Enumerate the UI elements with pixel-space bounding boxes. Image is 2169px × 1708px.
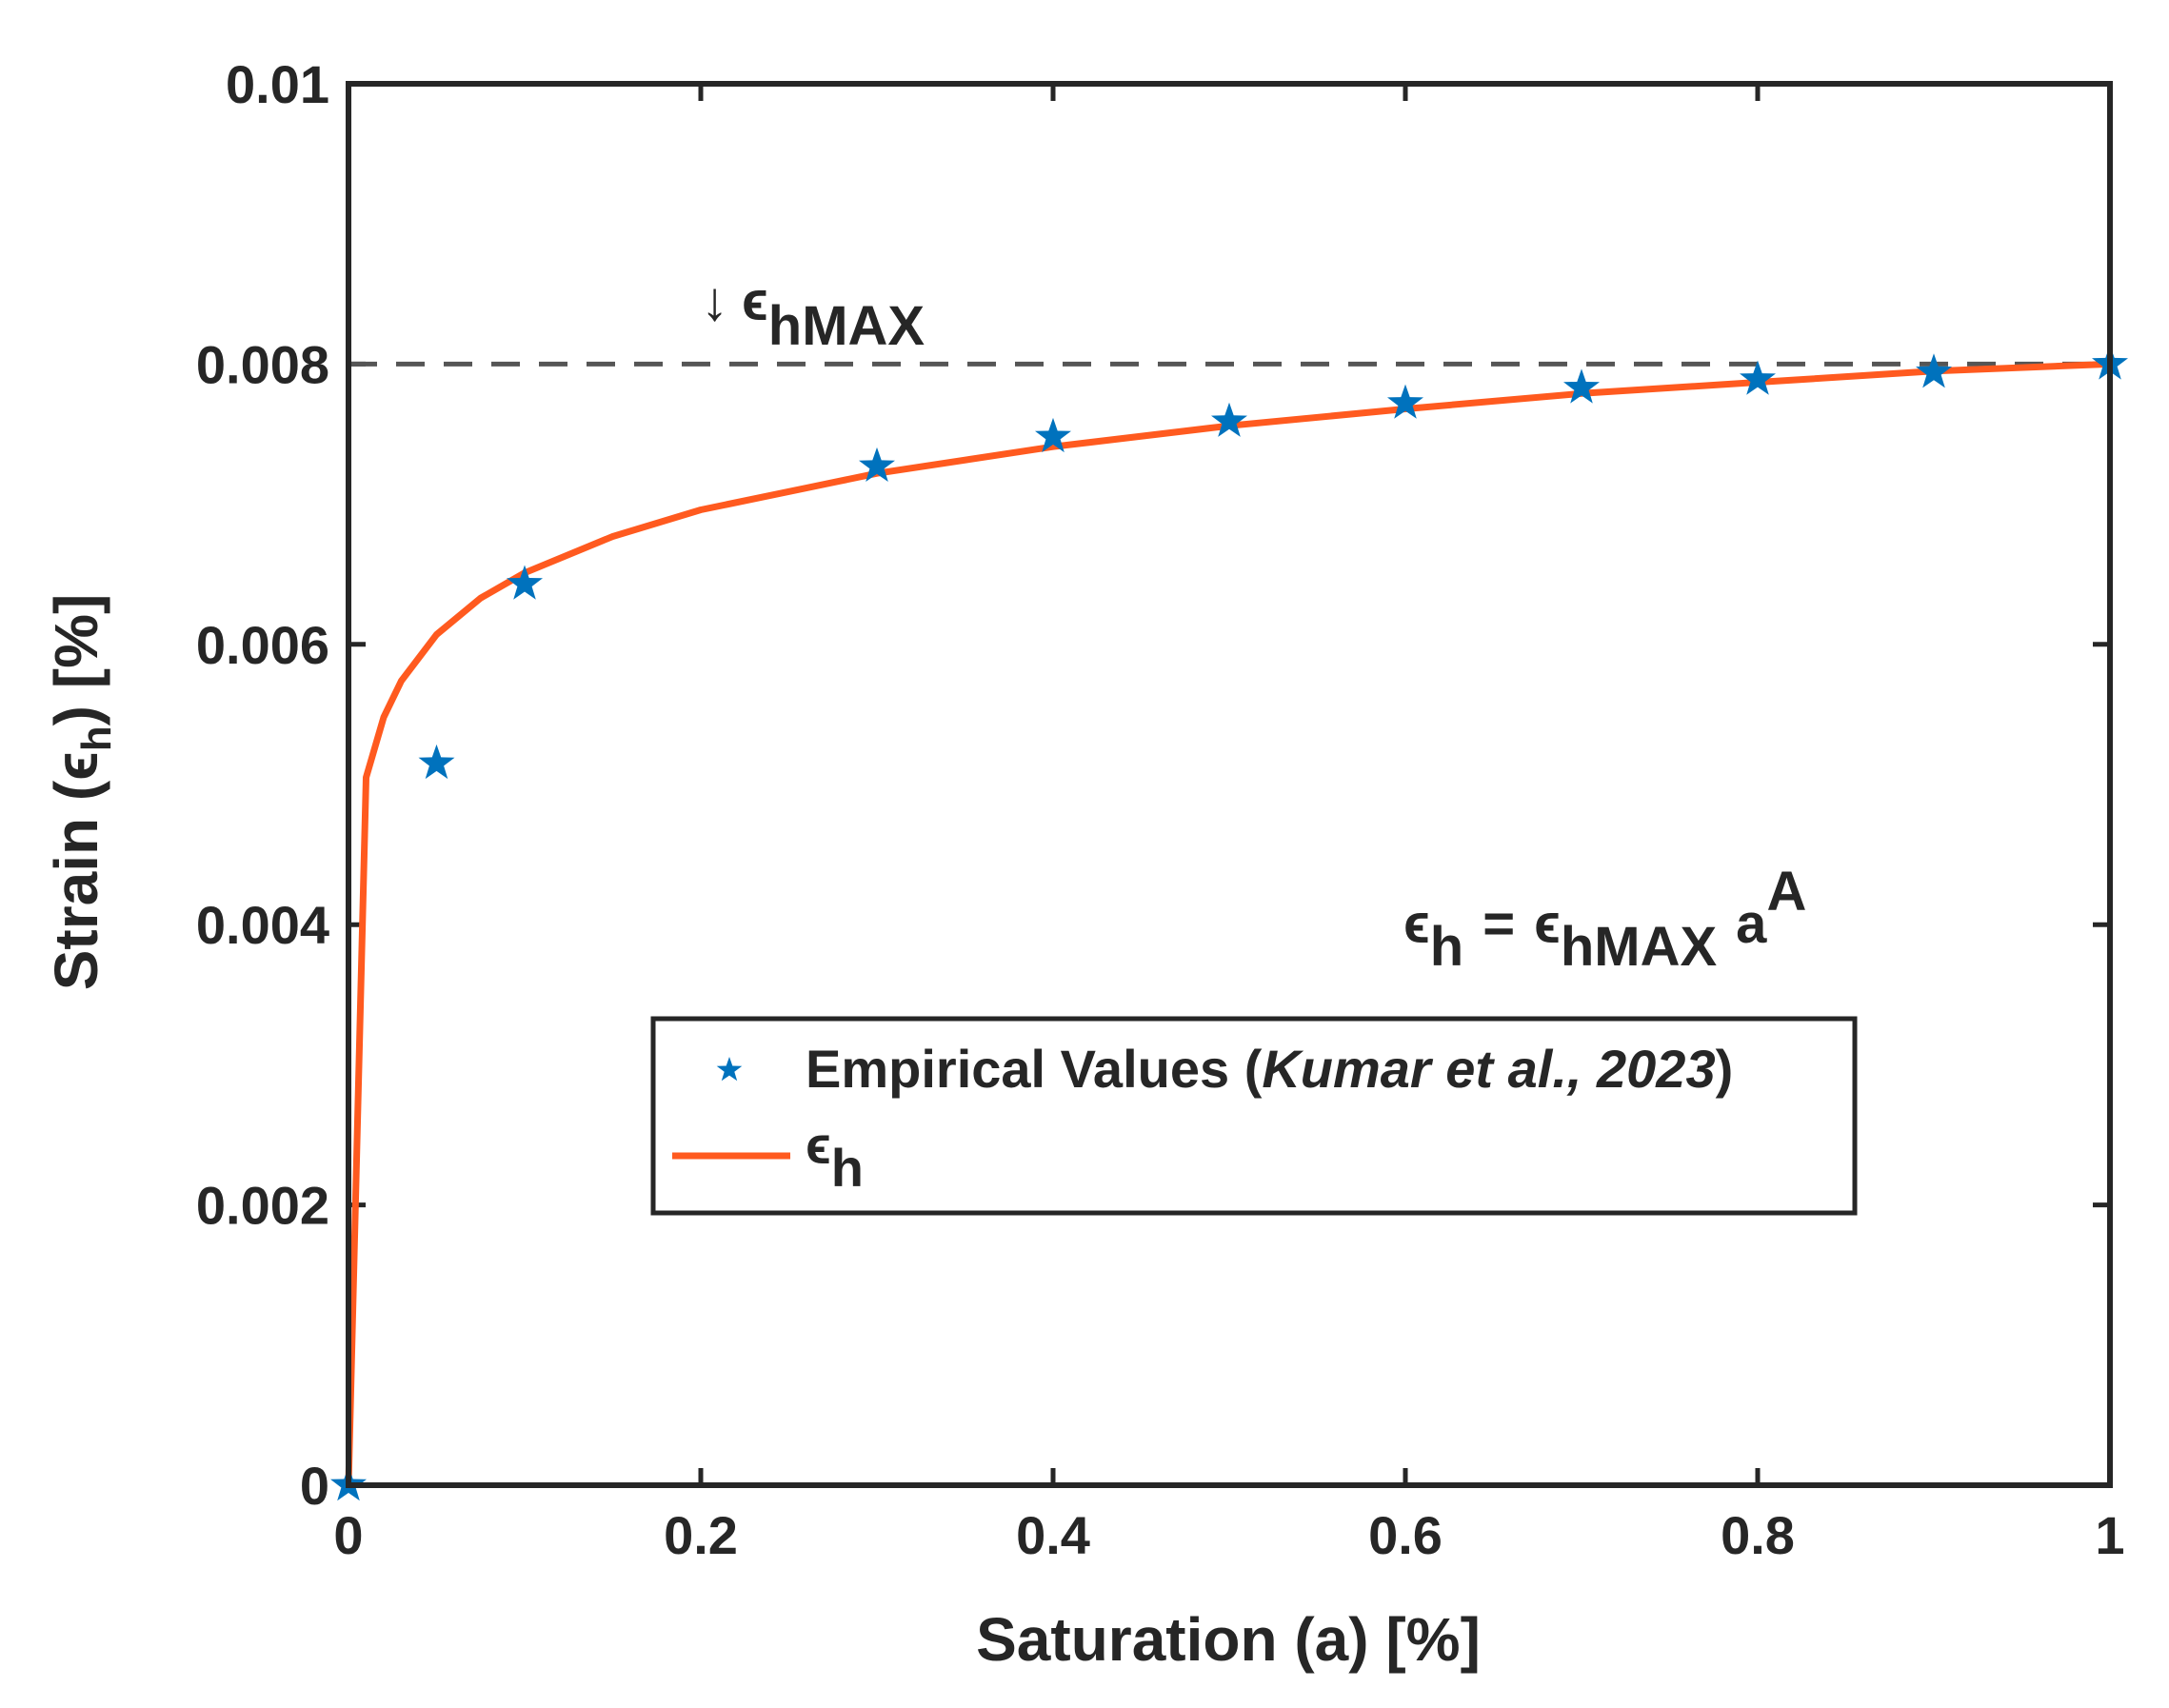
- x-axis-label: Saturation (a) [%]: [976, 1605, 1481, 1674]
- y-axis-label: Strain (ϵh) [%]: [42, 594, 120, 991]
- x-tick-label-2: 0.4: [1016, 1505, 1090, 1565]
- y-axis-label-suffix: ) [%]: [42, 594, 110, 726]
- empirical-point-8: [1740, 360, 1776, 395]
- x-tick-label-1: 0.2: [664, 1505, 738, 1565]
- legend-empirical-suffix: ): [1716, 1039, 1734, 1099]
- max-strain-subscript: hMAX: [768, 295, 925, 357]
- empirical-point-9: [1916, 353, 1952, 388]
- legend: Empirical Values (Kumar et al., 2023) ϵh: [650, 1016, 1858, 1216]
- equation-exponent: A: [1766, 861, 1806, 923]
- empirical-point-3: [859, 447, 895, 482]
- y-tick-label-0: 0: [300, 1456, 329, 1516]
- empirical-point-1: [418, 744, 455, 780]
- empirical-markers: [330, 345, 2128, 1501]
- legend-entry-curve: ϵh: [806, 1115, 864, 1198]
- y-axis-label-symbol: ϵ: [42, 751, 110, 781]
- legend-curve-symbol: ϵ: [806, 1115, 831, 1175]
- plot-area-frame: [346, 81, 2113, 1488]
- legend-curve-subscript: h: [831, 1138, 864, 1198]
- empirical-point-4: [1035, 417, 1071, 453]
- axis-ticks: [346, 81, 2113, 1488]
- y-axis-label-prefix: Strain (: [42, 780, 110, 990]
- max-strain-symbol: ϵ: [742, 270, 768, 332]
- equation-equals: =: [1482, 893, 1515, 955]
- y-tick-label-3: 0.006: [196, 615, 329, 675]
- max-strain-annotation: ↓ ϵhMAX: [701, 270, 925, 357]
- legend-empirical-citation: Kumar et al., 2023: [1262, 1039, 1715, 1099]
- x-tick-label-4: 0.8: [1721, 1505, 1795, 1565]
- legend-star-marker: [716, 1057, 743, 1082]
- max-strain-arrow: ↓: [701, 270, 728, 332]
- empirical-point-2: [507, 565, 543, 600]
- x-tick-label-3: 0.6: [1368, 1505, 1443, 1565]
- equation-lhs-symbol: ϵ: [1403, 893, 1430, 955]
- y-tick-labels: 0 0.002 0.004 0.006 0.008 0.01: [196, 54, 329, 1516]
- x-tick-label-5: 1: [2095, 1505, 2124, 1565]
- y-axis-label-subscript: h: [73, 725, 120, 751]
- legend-empirical-prefix: Empirical Values (: [806, 1039, 1263, 1099]
- equation-rhs-symbol: ϵ: [1534, 893, 1561, 955]
- empirical-point-7: [1563, 368, 1600, 404]
- equation-base: a: [1736, 893, 1767, 955]
- legend-box: [650, 1016, 1858, 1216]
- equation-rhs-subscript: hMAX: [1561, 916, 1718, 978]
- equation-lhs-subscript: h: [1430, 916, 1463, 978]
- x-tick-labels: 0 0.2 0.4 0.6 0.8 1: [333, 1505, 2124, 1565]
- empirical-point-5: [1211, 402, 1247, 437]
- y-tick-label-2: 0.004: [196, 895, 329, 955]
- y-tick-label-4: 0.008: [196, 334, 329, 394]
- x-tick-label-0: 0: [333, 1505, 363, 1565]
- legend-entry-empirical: Empirical Values (Kumar et al., 2023): [806, 1039, 1733, 1099]
- empirical-point-6: [1387, 384, 1423, 419]
- fitted-strain-curve: [345, 360, 2111, 1486]
- y-tick-label-1: 0.002: [196, 1176, 329, 1236]
- y-tick-label-5: 0.01: [226, 54, 329, 114]
- equation-annotation: ϵh = ϵhMAX aA: [1403, 861, 1806, 978]
